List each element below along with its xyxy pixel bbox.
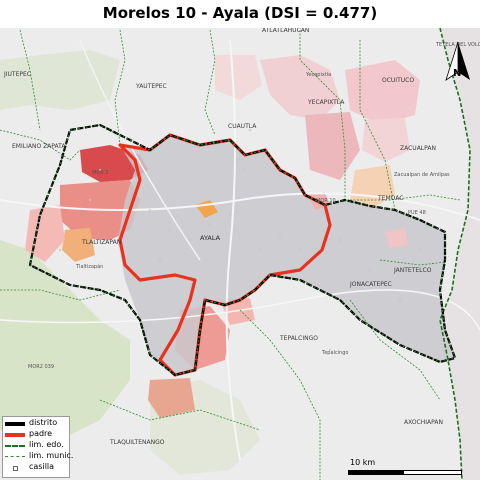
casilla-point — [328, 348, 332, 352]
region-pink-2 — [345, 60, 420, 125]
legend-label-casilla: casilla — [29, 462, 55, 471]
district-map: AYALA CUAUTLA YAUTEPEC YECAPIXTLA Yecapi… — [0, 28, 480, 480]
label-jantetelco: JANTETELCO — [393, 267, 432, 274]
label-yecapixtla: YECAPIXTLA — [307, 99, 345, 106]
road-4 — [79, 39, 201, 261]
district-boundary-inner — [29, 124, 456, 376]
casilla-point — [248, 128, 252, 132]
casilla-point — [188, 238, 192, 242]
region-pink-1 — [260, 55, 340, 120]
casilla-point — [158, 258, 162, 262]
municipal-boundary-10 — [379, 259, 446, 266]
label-emiliano-zapata: EMILIANO ZAPATA — [12, 143, 66, 150]
label-jiutepec: JIUTEPEC — [3, 71, 31, 78]
casilla-point — [318, 78, 322, 82]
region-pink-4 — [215, 55, 262, 100]
casilla-point — [188, 328, 192, 332]
legend-symbol-padre — [5, 433, 25, 437]
scale-bar-segment — [348, 470, 404, 475]
municipal-boundary-5 — [0, 129, 81, 161]
label-axochiapan: AXOCHIAPAN — [404, 419, 443, 426]
region-pink-5 — [362, 118, 410, 162]
municipal-boundary-2 — [204, 29, 216, 136]
region-orange-1 — [350, 165, 395, 210]
region-pink-3 — [305, 112, 360, 180]
legend-label-lim-edo: lim. edo. — [29, 440, 64, 449]
north-label: N — [453, 68, 461, 79]
label-yautepec: YAUTEPEC — [135, 83, 167, 90]
casilla-point — [278, 233, 282, 237]
puebla-area — [440, 28, 480, 480]
label-atlatlahucan: ATLATLAHUCAN — [262, 28, 309, 34]
label-zacualpan-amilpas: Zacualpan de Amilpas — [394, 172, 450, 178]
label-tepalcingo-town: Tepalcingo — [321, 350, 348, 356]
label-pue: PUE 48 — [408, 210, 426, 216]
north-arrow-icon: N — [445, 41, 470, 81]
legend-symbol-lim-edo — [5, 445, 25, 447]
label-zacualpan: ZACUALPAN — [400, 145, 436, 152]
casilla-point — [228, 213, 232, 217]
legend-symbol-lim-munic — [5, 456, 25, 457]
casilla-point — [258, 248, 262, 252]
north-arrow: N — [440, 40, 476, 90]
label-cuautla: CUAUTLA — [228, 123, 257, 130]
casilla-point — [418, 248, 422, 252]
north-arrow-light — [445, 41, 459, 81]
scale-label: 10 km — [350, 458, 376, 467]
label-tlaquiltenango: TLAQUILTENANGO — [109, 439, 165, 446]
municipal-boundary-12 — [350, 194, 461, 201]
casilla-point — [243, 168, 247, 172]
legend-label-lim-munic: lim. munic. — [29, 451, 74, 460]
casilla-point — [398, 298, 402, 302]
road-1 — [0, 192, 480, 221]
label-tepalcingo: TEPALCINGO — [279, 335, 318, 342]
casilla-point — [338, 238, 342, 242]
casilla-point — [298, 248, 302, 252]
legend-symbol-distrito — [5, 422, 25, 426]
label-temoac: TEMOAC — [377, 195, 403, 202]
label-ayala: AYALA — [200, 234, 221, 242]
label-yecapixtla-town: Yecapixtla — [305, 72, 331, 78]
casilla-points — [58, 78, 422, 352]
legend-label-distrito: distrito — [29, 418, 58, 427]
road-3 — [0, 289, 480, 331]
district-pink-spot-2 — [385, 228, 408, 248]
label-tlaltizapan: TLALTIZAPAN — [81, 239, 121, 246]
north-arrow-dark — [458, 42, 470, 80]
label-tlaltizapan-town: Tlaltizapán — [75, 263, 103, 270]
municipal-boundary-8 — [349, 299, 441, 401]
label-ocuituco: OCUITUCO — [382, 77, 414, 84]
parent-region-south-2 — [148, 378, 195, 418]
legend-symbol-casilla — [13, 466, 18, 471]
legend-label-padre: padre — [29, 429, 53, 438]
casilla-point — [88, 198, 92, 202]
map-title: Morelos 10 - Ayala (DSI = 0.477) — [102, 4, 378, 22]
legend: distrito padre lim. edo. lim. munic. cas… — [2, 416, 74, 478]
casilla-point — [236, 158, 240, 162]
municipal-boundary-6 — [0, 289, 121, 301]
road-2 — [225, 39, 241, 461]
parent-region-orange — [62, 228, 95, 262]
label-jonacatepec: JONACATEPEC — [349, 281, 392, 288]
casilla-point — [98, 168, 102, 172]
label-mor10: MOR 10 — [316, 198, 336, 204]
parent-region-light — [25, 205, 65, 262]
casilla-point — [168, 228, 172, 232]
municipal-boundary-7 — [239, 309, 321, 480]
casilla-point — [58, 248, 62, 252]
state-boundary — [439, 28, 471, 480]
green-area-north — [0, 50, 120, 110]
district-boundary — [28, 123, 457, 377]
label-mor2: MOR 2 — [92, 170, 109, 176]
label-mor2-039: MOR2 039 — [28, 364, 54, 370]
casilla-point — [148, 208, 152, 212]
casilla-point — [368, 268, 372, 272]
municipal-boundary-4 — [359, 40, 396, 211]
municipal-boundary-11 — [19, 29, 41, 131]
municipal-boundary-1 — [114, 29, 126, 146]
casilla-point — [208, 223, 212, 227]
